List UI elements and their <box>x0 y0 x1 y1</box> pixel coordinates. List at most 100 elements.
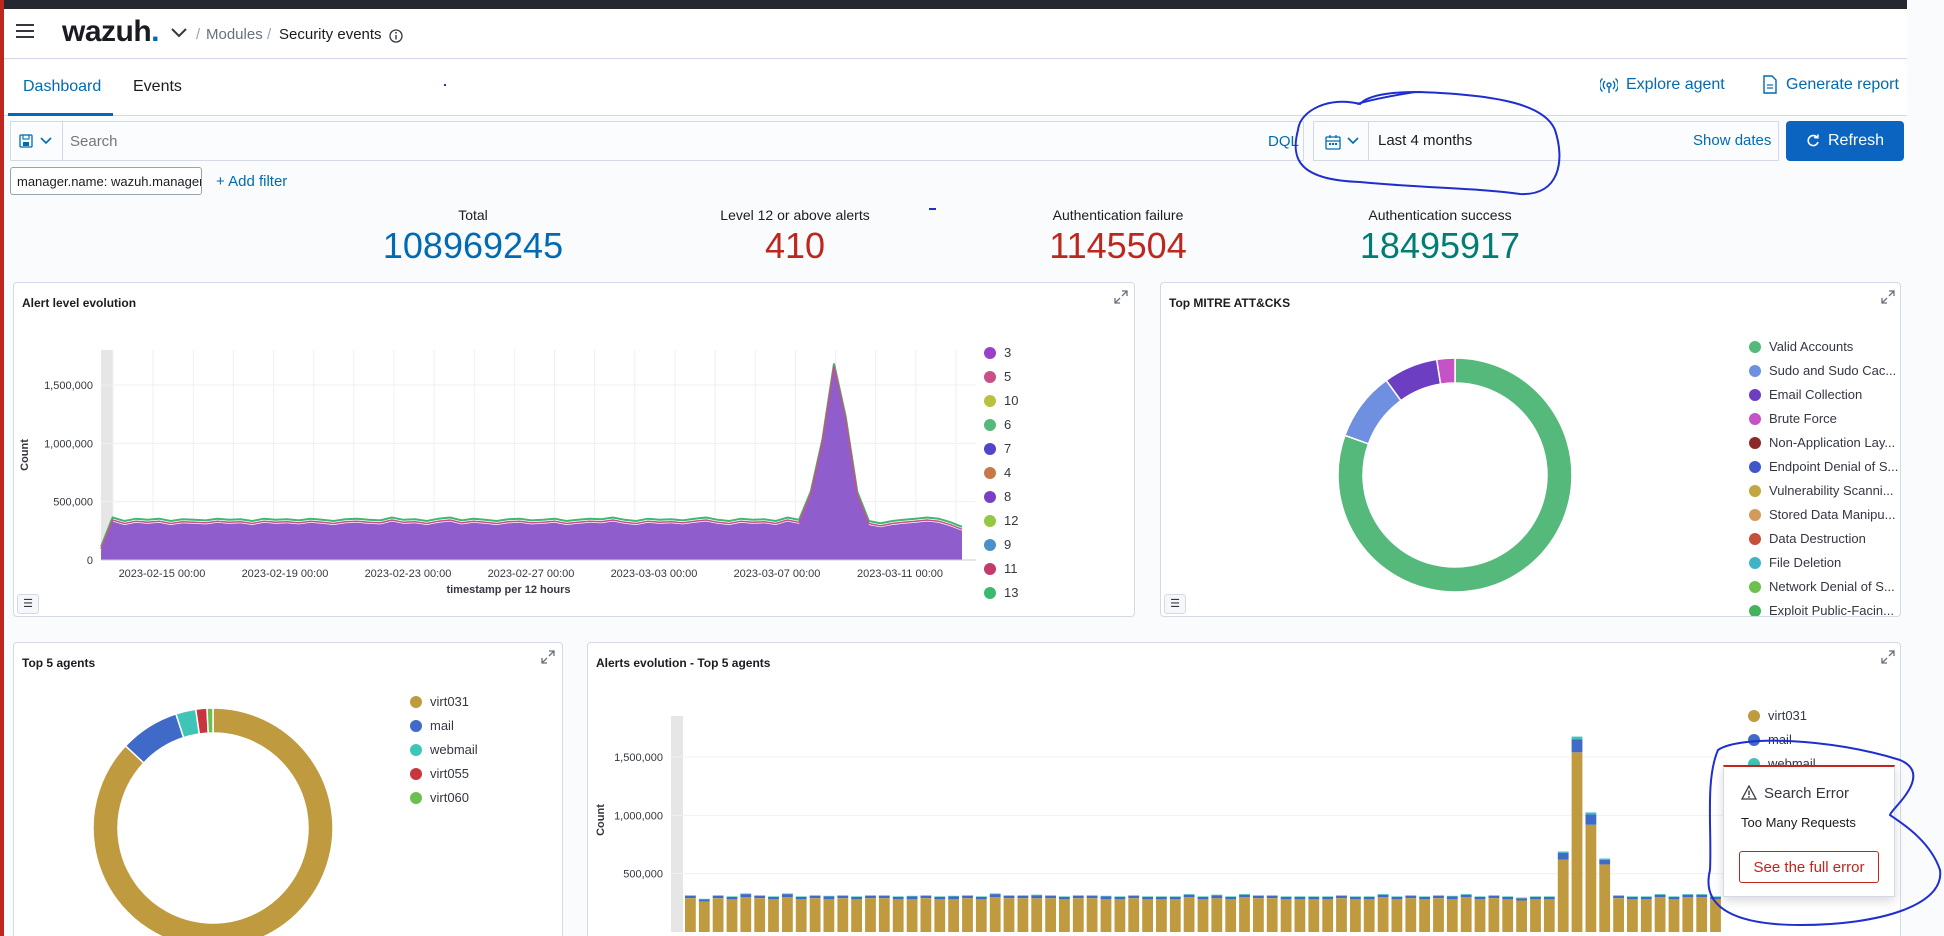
bar-virt031 <box>1059 899 1070 932</box>
bar-virt031 <box>906 899 918 932</box>
date-range-text[interactable]: Last 4 months <box>1378 132 1473 149</box>
bar-mail <box>1017 895 1029 899</box>
bar-webmail <box>865 895 876 896</box>
wazuh-logo[interactable]: wazuh. <box>62 15 160 49</box>
bar-virt031 <box>726 899 738 932</box>
bar-webmail <box>1460 894 1472 895</box>
y-tick-label: 1,500,000 <box>44 380 93 392</box>
legend-item[interactable]: Brute Force <box>1749 411 1837 426</box>
expand-icon[interactable] <box>541 650 555 664</box>
tab-events[interactable]: Events <box>133 78 182 95</box>
legend-toggle-button[interactable]: ☰ <box>1164 594 1186 614</box>
legend-item[interactable]: 12 <box>984 513 1018 528</box>
bar-webmail <box>1045 895 1056 896</box>
legend-item[interactable]: 10 <box>984 393 1018 408</box>
legend-item[interactable]: Endpoint Denial of S... <box>1749 459 1898 474</box>
filter-pill[interactable]: manager.name: wazuh.manager <box>10 167 202 195</box>
metric-label: Level 12 or above alerts <box>720 207 870 223</box>
generate-report-button[interactable]: Generate report <box>1786 76 1899 93</box>
bar-mail <box>906 896 918 900</box>
legend-item[interactable]: 6 <box>984 417 1011 432</box>
x-tick-label: 2023-03-07 00:00 <box>734 568 821 580</box>
legend-label: mail <box>1768 732 1792 747</box>
legend-item[interactable]: 5 <box>984 369 1011 384</box>
legend-item[interactable]: Vulnerability Scanni... <box>1749 483 1894 498</box>
legend-item[interactable]: Non-Application Lay... <box>1749 435 1895 450</box>
legend-item[interactable]: 7 <box>984 441 1011 456</box>
bar-webmail <box>1613 895 1624 896</box>
bar-mail <box>1308 897 1320 900</box>
legend-item[interactable]: 8 <box>984 489 1011 504</box>
menu-icon[interactable] <box>16 24 34 38</box>
bar-webmail <box>1530 896 1541 897</box>
legend-item[interactable]: Network Denial of S... <box>1749 579 1895 594</box>
document-icon[interactable] <box>1762 75 1778 94</box>
expand-icon[interactable] <box>1114 290 1128 304</box>
legend-item[interactable]: virt031 <box>1748 708 1807 723</box>
bar-mail <box>1446 896 1458 900</box>
dql-toggle[interactable]: DQL <box>1268 133 1299 150</box>
chevron-down-icon[interactable] <box>170 27 188 39</box>
legend-label: Non-Application Lay... <box>1769 435 1896 450</box>
explore-agent-button[interactable]: Explore agent <box>1626 76 1725 93</box>
bar-webmail <box>837 895 849 896</box>
metric-auth-success: Authentication success 18495917 <box>1290 207 1590 267</box>
bar-mail <box>1156 897 1167 900</box>
y-axis-label: Count <box>595 804 607 836</box>
bar-webmail <box>975 896 987 897</box>
bar-mail <box>740 894 752 897</box>
legend-item[interactable]: Valid Accounts <box>1749 339 1853 354</box>
bar-mail <box>1350 897 1361 900</box>
expand-icon[interactable] <box>1881 650 1895 664</box>
legend-toggle-button[interactable]: ☰ <box>17 594 39 614</box>
legend-item[interactable]: virt055 <box>410 766 469 781</box>
see-full-error-button[interactable]: See the full error <box>1739 851 1879 883</box>
bar-virt031 <box>1266 898 1278 932</box>
panel-title: Top MITRE ATT&CKS <box>1169 296 1291 310</box>
legend-item[interactable]: Data Destruction <box>1749 531 1866 546</box>
legend-item[interactable]: webmail <box>410 742 478 757</box>
bar-webmail <box>795 896 807 897</box>
legend-item[interactable]: virt060 <box>410 790 469 805</box>
bar-mail <box>1377 894 1389 897</box>
legend-dot <box>984 466 996 479</box>
legend-item[interactable]: Sudo and Sudo Cac... <box>1749 363 1896 378</box>
legend-item[interactable]: Email Collection <box>1749 387 1862 402</box>
legend-item[interactable]: Exploit Public-Facin... <box>1749 603 1894 616</box>
legend-item[interactable]: File Deletion <box>1749 555 1841 570</box>
legend-item[interactable]: 13 <box>984 585 1018 600</box>
legend-item[interactable]: 11 <box>984 561 1018 576</box>
legend-item[interactable]: mail <box>1748 732 1792 747</box>
expand-icon[interactable] <box>1881 290 1895 304</box>
legend-item[interactable]: 4 <box>984 465 1011 480</box>
legend-item[interactable]: Stored Data Manipu... <box>1749 507 1895 522</box>
search-input[interactable] <box>70 126 1250 156</box>
legend-dot <box>1749 436 1761 449</box>
legend-dot <box>984 346 996 359</box>
legend-item[interactable]: 9 <box>984 537 1011 552</box>
broadcast-icon[interactable] <box>1600 76 1618 94</box>
bar-virt031 <box>1280 899 1292 932</box>
bar-mail <box>1266 895 1278 899</box>
legend-item[interactable]: 3 <box>984 345 1011 360</box>
x-tick-label: 2023-02-19 00:00 <box>242 568 329 580</box>
quick-menu-button[interactable] <box>1314 122 1369 160</box>
bar-mail <box>1031 895 1043 899</box>
breadcrumb-modules[interactable]: Modules <box>206 26 263 43</box>
tab-dashboard[interactable]: Dashboard <box>23 78 102 95</box>
add-filter-button[interactable]: + Add filter <box>216 173 288 190</box>
legend-dot <box>984 586 996 599</box>
legend-item[interactable]: virt031 <box>410 694 469 709</box>
bar-mail <box>934 897 946 900</box>
legend-label: 4 <box>1004 465 1012 480</box>
legend-item[interactable]: mail <box>410 718 454 733</box>
legend-label: virt031 <box>1768 708 1808 723</box>
info-icon[interactable] <box>389 29 403 43</box>
show-dates-button[interactable]: Show dates <box>1693 132 1772 149</box>
legend-dot <box>1749 484 1761 497</box>
bar-virt031 <box>1446 899 1458 932</box>
refresh-button[interactable]: Refresh <box>1786 121 1904 161</box>
bar-mail <box>1211 895 1223 899</box>
bar-mail <box>712 895 724 899</box>
bar-webmail <box>989 893 1001 895</box>
